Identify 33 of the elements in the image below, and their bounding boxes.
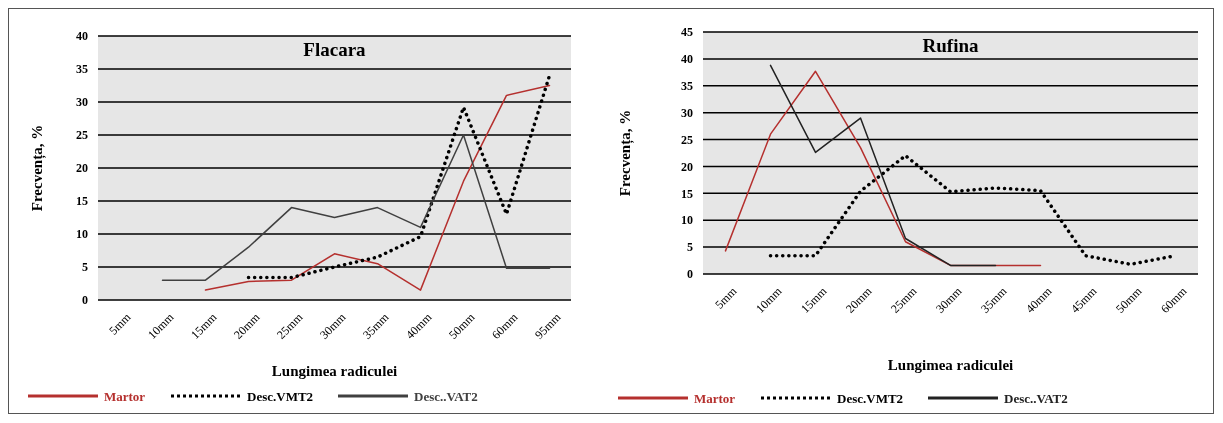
y-tick-label: 20: [681, 159, 693, 174]
y-tick-label: 30: [76, 95, 88, 110]
y-tick-label: 0: [687, 267, 693, 282]
text: Desc..VAT2: [1004, 390, 1068, 406]
text: Martor: [104, 388, 146, 404]
x-tick-label: 5mm: [106, 309, 135, 338]
y-tick-label: 0: [82, 293, 88, 308]
y-tick-label: 5: [82, 260, 88, 275]
y-tick-label: 10: [76, 227, 88, 242]
text: Desc..VAT2: [414, 388, 478, 404]
chart-title: Rufina: [922, 35, 979, 56]
y-axis-title: Frecvența, %: [29, 124, 46, 212]
y-tick-label: 35: [76, 62, 88, 77]
y-tick-label: 40: [681, 52, 693, 67]
y-tick-label: 25: [681, 132, 693, 147]
y-tick-label: 5: [687, 240, 693, 255]
y-tick-label: 10: [681, 213, 693, 228]
y-tick-label: 35: [681, 78, 693, 93]
text: Martor: [694, 390, 736, 406]
y-tick-label: 25: [76, 128, 88, 143]
text: Desc.VMT2: [247, 388, 314, 404]
x-axis-title: Lungimea radiculei: [271, 363, 398, 379]
y-tick-label: 15: [681, 186, 693, 201]
y-tick-label: 15: [76, 194, 88, 209]
y-tick-label: 40: [76, 29, 88, 44]
text: Desc.VMT2: [837, 390, 904, 406]
chart-title: Flacara: [303, 39, 367, 60]
y-tick-label: 20: [76, 161, 88, 176]
y-axis-title: Frecvența, %: [617, 109, 634, 197]
y-tick-label: 30: [681, 105, 693, 120]
y-tick-label: 45: [681, 25, 693, 40]
x-axis-title: Lungimea radiculei: [887, 357, 1014, 373]
x-tick-label: 5mm: [712, 283, 741, 312]
